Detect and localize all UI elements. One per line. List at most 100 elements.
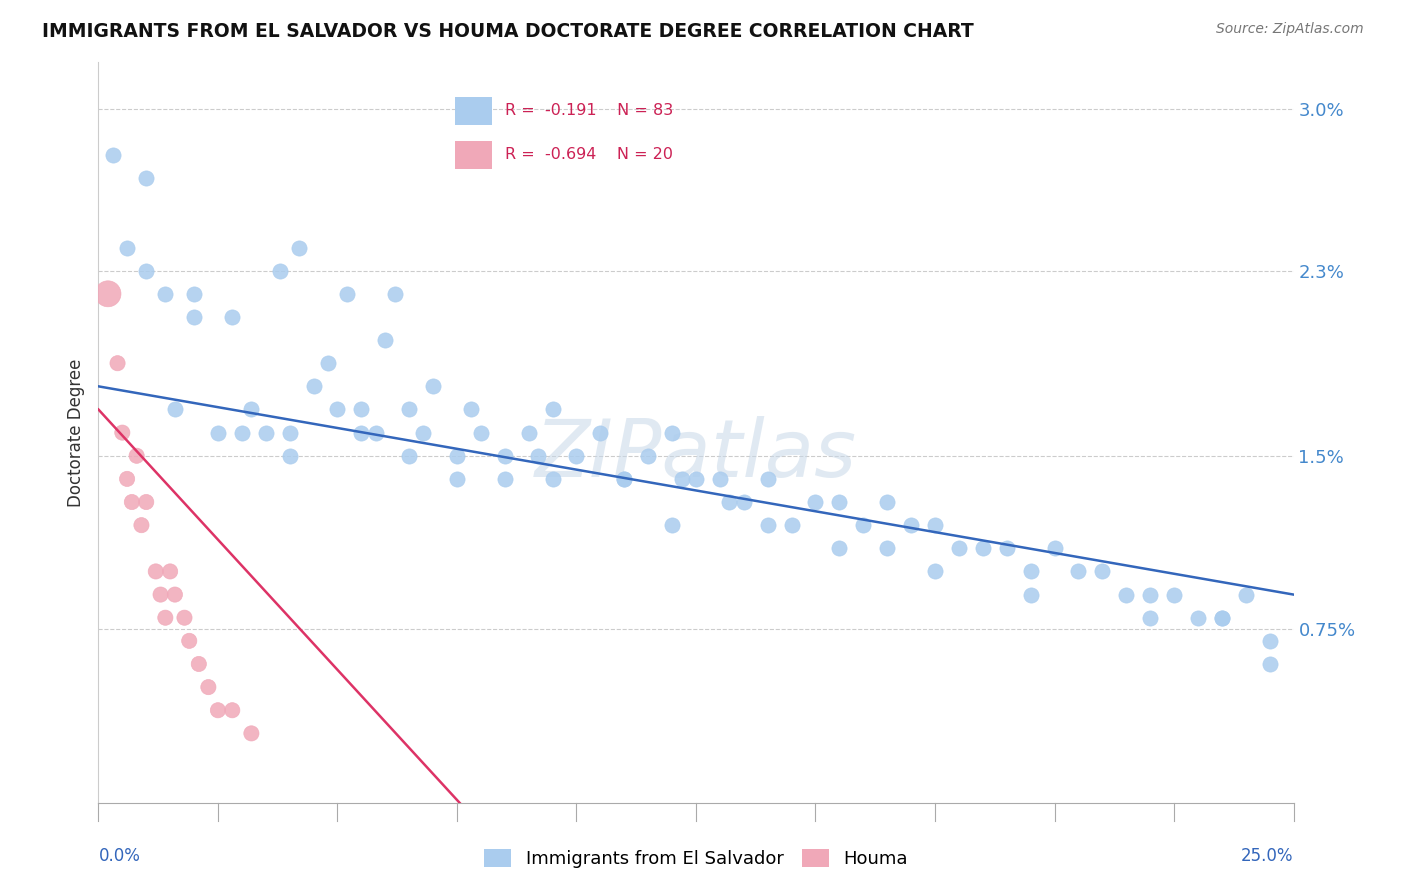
- Bar: [456, 97, 492, 125]
- Point: [412, 425, 434, 440]
- Point: [924, 565, 946, 579]
- Point: [527, 449, 550, 463]
- Point: [613, 472, 636, 486]
- Point: [1115, 588, 1137, 602]
- Point: [197, 680, 219, 694]
- Point: [1067, 565, 1090, 579]
- Point: [1163, 588, 1185, 602]
- Point: [115, 472, 138, 486]
- Point: [804, 495, 827, 509]
- Point: [876, 541, 898, 556]
- Point: [187, 657, 209, 671]
- Point: [1211, 610, 1233, 624]
- Point: [125, 449, 148, 463]
- Text: IMMIGRANTS FROM EL SALVADOR VS HOUMA DOCTORATE DEGREE CORRELATION CHART: IMMIGRANTS FROM EL SALVADOR VS HOUMA DOC…: [42, 22, 974, 41]
- Text: Source: ZipAtlas.com: Source: ZipAtlas.com: [1216, 22, 1364, 37]
- Bar: [456, 141, 492, 169]
- Point: [97, 286, 120, 301]
- Point: [288, 240, 311, 255]
- Point: [446, 449, 468, 463]
- Point: [613, 472, 636, 486]
- Point: [131, 518, 153, 533]
- Point: [1234, 588, 1257, 602]
- Point: [948, 541, 970, 556]
- Point: [163, 588, 186, 602]
- Point: [183, 310, 205, 324]
- Point: [149, 588, 172, 602]
- Point: [541, 402, 564, 417]
- Point: [589, 425, 612, 440]
- Point: [876, 495, 898, 509]
- Point: [278, 425, 301, 440]
- Point: [398, 449, 420, 463]
- Point: [183, 286, 205, 301]
- Point: [1091, 565, 1114, 579]
- Point: [565, 449, 588, 463]
- Point: [207, 425, 229, 440]
- Point: [972, 541, 994, 556]
- Point: [135, 263, 157, 277]
- Point: [661, 425, 683, 440]
- Point: [1019, 565, 1042, 579]
- Point: [159, 565, 181, 579]
- Text: R =  -0.191    N = 83: R = -0.191 N = 83: [505, 103, 673, 119]
- Point: [1258, 657, 1281, 671]
- Point: [1139, 610, 1161, 624]
- Point: [302, 379, 325, 393]
- Point: [179, 633, 201, 648]
- Point: [1211, 610, 1233, 624]
- Point: [470, 425, 492, 440]
- Point: [240, 726, 263, 740]
- Point: [828, 495, 851, 509]
- Point: [121, 495, 143, 509]
- Point: [718, 495, 741, 509]
- Point: [1187, 610, 1209, 624]
- Point: [541, 472, 564, 486]
- Point: [155, 610, 177, 624]
- Point: [661, 518, 683, 533]
- Y-axis label: Doctorate Degree: Doctorate Degree: [67, 359, 86, 507]
- Point: [1139, 588, 1161, 602]
- Point: [145, 565, 167, 579]
- Point: [780, 518, 803, 533]
- Point: [924, 518, 946, 533]
- Point: [1019, 588, 1042, 602]
- Text: 0.0%: 0.0%: [98, 847, 141, 865]
- Point: [336, 286, 359, 301]
- Point: [900, 518, 922, 533]
- Point: [1043, 541, 1066, 556]
- Point: [384, 286, 406, 301]
- Point: [398, 402, 420, 417]
- Point: [269, 263, 291, 277]
- Point: [374, 333, 396, 347]
- Point: [828, 541, 851, 556]
- Point: [240, 402, 263, 417]
- Point: [1258, 633, 1281, 648]
- Point: [135, 171, 157, 186]
- Point: [107, 356, 129, 370]
- Point: [173, 610, 195, 624]
- Point: [278, 449, 301, 463]
- Point: [637, 449, 659, 463]
- Point: [852, 518, 875, 533]
- Point: [685, 472, 707, 486]
- Point: [350, 425, 373, 440]
- Point: [709, 472, 731, 486]
- Legend: Immigrants from El Salvador, Houma: Immigrants from El Salvador, Houma: [477, 841, 915, 875]
- Point: [326, 402, 349, 417]
- Text: ZIPatlas: ZIPatlas: [534, 416, 858, 494]
- Point: [364, 425, 387, 440]
- Point: [135, 495, 157, 509]
- Point: [101, 148, 124, 162]
- Point: [111, 425, 134, 440]
- Point: [350, 402, 373, 417]
- Point: [446, 472, 468, 486]
- Point: [756, 472, 779, 486]
- Point: [422, 379, 444, 393]
- Point: [115, 240, 138, 255]
- Point: [671, 472, 693, 486]
- Text: 25.0%: 25.0%: [1241, 847, 1294, 865]
- Point: [221, 310, 243, 324]
- Point: [254, 425, 277, 440]
- Point: [460, 402, 482, 417]
